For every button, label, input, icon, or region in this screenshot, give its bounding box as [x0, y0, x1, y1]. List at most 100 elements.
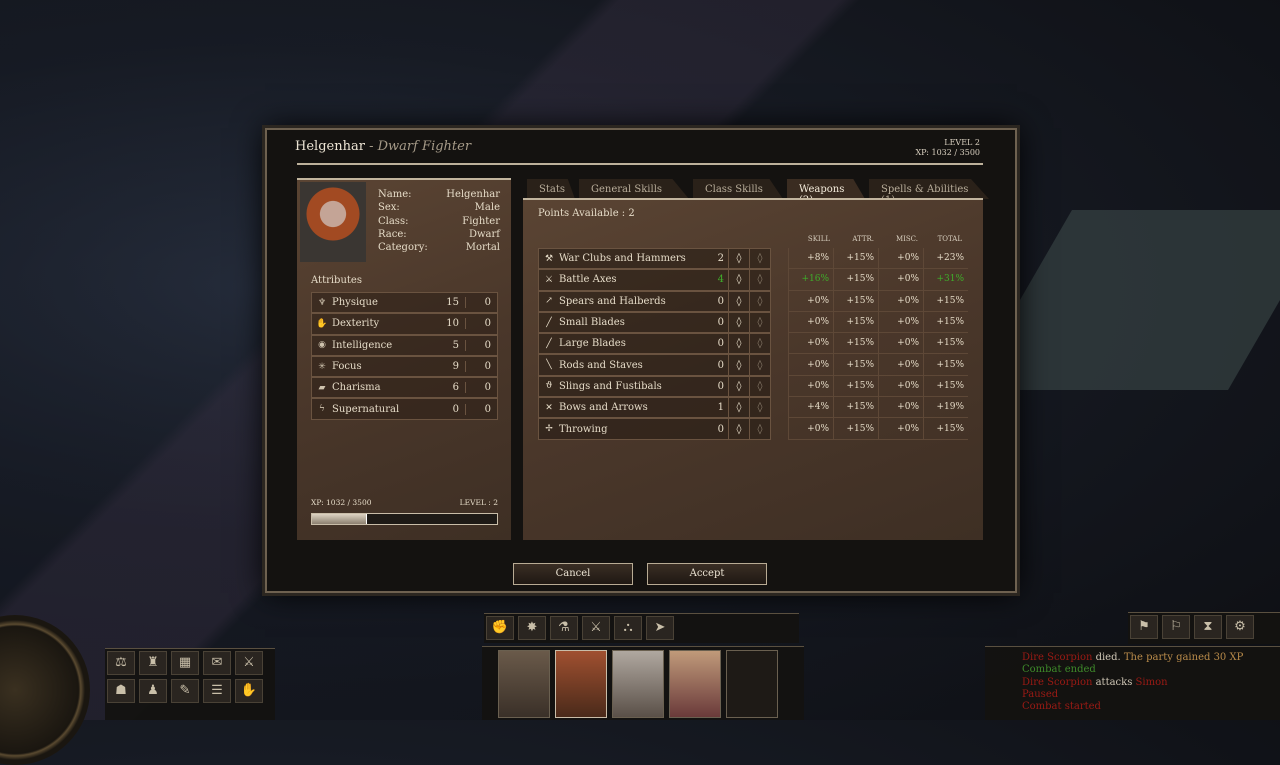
ability-icon[interactable]: ⛬ [614, 616, 642, 640]
decrease-button[interactable]: ◊ [749, 291, 770, 311]
decrease-button[interactable]: ◊ [749, 270, 770, 290]
increase-button[interactable]: ◊ [728, 312, 749, 333]
weapon-points: 0 [717, 423, 724, 435]
decrease-button[interactable]: ◊ [749, 249, 770, 269]
increase-button[interactable]: ◊ [728, 291, 749, 311]
formation-icon[interactable]: ♟ [139, 679, 167, 703]
increase-button[interactable]: ◊ [728, 419, 749, 439]
cancel-button[interactable]: Cancel [513, 563, 633, 585]
ability-icon[interactable]: ✊ [486, 616, 514, 640]
log-text: attacks [1092, 676, 1136, 688]
weapon-points: 2 [717, 253, 724, 265]
weapon-points: 0 [717, 380, 724, 392]
increase-button[interactable]: ◊ [728, 249, 749, 269]
info-label: Sex: [378, 202, 400, 214]
hourglass-icon[interactable]: ⧗ [1194, 615, 1222, 639]
bonus-skill: +16% [788, 269, 833, 290]
attribute-name: Intelligence [332, 339, 393, 351]
supernatural-icon: ϟ [319, 404, 325, 415]
bonus-attr: +15% [833, 269, 878, 290]
bonus-skill: +0% [788, 290, 833, 311]
party-portrait[interactable] [498, 650, 550, 718]
axe-icon: ⚔ [544, 274, 554, 285]
increase-button[interactable]: ◊ [728, 376, 749, 397]
decrease-button[interactable]: ◊ [749, 398, 770, 418]
decrease-button[interactable]: ◊ [749, 419, 770, 439]
party-portrait-selected[interactable] [555, 650, 607, 718]
bonus-misc: +0% [878, 375, 923, 397]
bonus-attr: +15% [833, 418, 878, 439]
log-text: Simon [1135, 676, 1168, 688]
party-portrait[interactable] [612, 650, 664, 718]
bonus-misc: +0% [878, 333, 923, 354]
decrease-button[interactable]: ◊ [749, 334, 770, 354]
log-line: Combat ended [1022, 664, 1243, 676]
attack-icon[interactable]: ⚔ [235, 651, 263, 675]
weapon-points: 0 [717, 359, 724, 371]
info-row: Sex: Male [378, 201, 500, 214]
ability-icon[interactable]: ⚔ [582, 616, 610, 640]
info-row: Name: Helgenhar [378, 188, 500, 201]
inventory-icon[interactable]: ⚖ [107, 651, 135, 675]
charisma-icon: ▰ [318, 382, 326, 393]
increase-button[interactable]: ◊ [728, 270, 749, 290]
decrease-button[interactable]: ◊ [749, 376, 770, 397]
tab-general-skills[interactable]: General Skills [579, 179, 689, 199]
dialogue-icon[interactable]: ✉ [203, 651, 231, 675]
weapon-row: ⚒ War Clubs and Hammers 2 ◊ ◊ [538, 248, 771, 270]
weapon-name: Spears and Halberds [559, 295, 666, 307]
increase-button[interactable]: ◊ [728, 334, 749, 354]
combat-log: Dire Scorpion died. The party gained 30 … [1022, 652, 1243, 713]
party-icon[interactable]: ☗ [107, 679, 135, 703]
character-portrait [300, 182, 366, 262]
character-title: Helgenhar - Dwarf Fighter [295, 139, 472, 154]
divider [297, 163, 983, 165]
weapon-skill-list: ⚒ War Clubs and Hammers 2 ◊ ◊ ⚔ Battle Axes 4 ◊ ◊… [538, 248, 771, 440]
ability-icon[interactable]: ⚗ [550, 616, 578, 640]
decrease-button[interactable]: ◊ [749, 312, 770, 333]
map-icon[interactable]: ▦ [171, 651, 199, 675]
tab-class-skills[interactable]: Class Skills [693, 179, 783, 199]
action-bar-left: ⚖ ♜ ▦ ✉ ⚔ ☗ ♟ ✎ ☰ ✋ [105, 648, 275, 720]
increase-button[interactable]: ◊ [728, 355, 749, 375]
tab-stats[interactable]: Stats [527, 179, 575, 199]
weapon-bonus-table: +8% +15% +0% +23% +16% +15% +0% +31% +0% +15% +0% +… [788, 248, 968, 440]
increase-button[interactable]: ◊ [728, 398, 749, 418]
bonus-total: +23% [923, 248, 968, 269]
column-header: SKILL [807, 235, 830, 243]
log-line: Dire Scorpion died. The party gained 30 … [1022, 652, 1243, 664]
options-icon[interactable]: ⚙ [1226, 615, 1254, 639]
party-portrait-empty [726, 650, 778, 718]
spear-icon: ↗ [545, 296, 553, 307]
ability-icon[interactable]: ➤ [646, 616, 674, 640]
hand-icon[interactable]: ✋ [235, 679, 263, 703]
log-text: Paused [1022, 688, 1059, 700]
attribute-value: 5 [452, 339, 459, 351]
character-icon[interactable]: ♜ [139, 651, 167, 675]
bonus-attr: +15% [833, 290, 878, 311]
info-value: Dwarf [468, 228, 500, 240]
tab-spells-abilities-[interactable]: Spells & Abilities (1) [869, 179, 989, 199]
decrease-button[interactable]: ◊ [749, 355, 770, 375]
bonus-row: +8% +15% +0% +23% [788, 248, 968, 270]
points-available: Points Available : 2 [538, 208, 635, 219]
accept-button[interactable]: Accept [647, 563, 767, 585]
bonus-row: +0% +15% +0% +15% [788, 290, 968, 312]
weapon-row: ╱ Large Blades 0 ◊ ◊ [538, 333, 771, 355]
bonus-skill: +8% [788, 248, 833, 269]
flag-icon[interactable]: ⚐ [1162, 615, 1190, 639]
weapon-name: Slings and Fustibals [559, 380, 662, 392]
flag-icon[interactable]: ⚑ [1130, 615, 1158, 639]
info-value: Fighter [462, 215, 500, 227]
weapon-row: ✢ Throwing 0 ◊ ◊ [538, 418, 771, 440]
ability-icon[interactable]: ✸ [518, 616, 546, 640]
party-portrait[interactable] [669, 650, 721, 718]
bonus-attr: +15% [833, 333, 878, 354]
info-row: Class: Fighter [378, 215, 500, 228]
game-controls: ⚑ ⚐ ⧗ ⚙ [1128, 612, 1280, 644]
log-icon[interactable]: ☰ [203, 679, 231, 703]
attribute-row: ✋ Dexterity 10 0 [311, 313, 498, 335]
tab-weapons-[interactable]: Weapons (2) [787, 179, 865, 199]
log-text: Combat started [1022, 701, 1101, 713]
journal-icon[interactable]: ✎ [171, 679, 199, 703]
